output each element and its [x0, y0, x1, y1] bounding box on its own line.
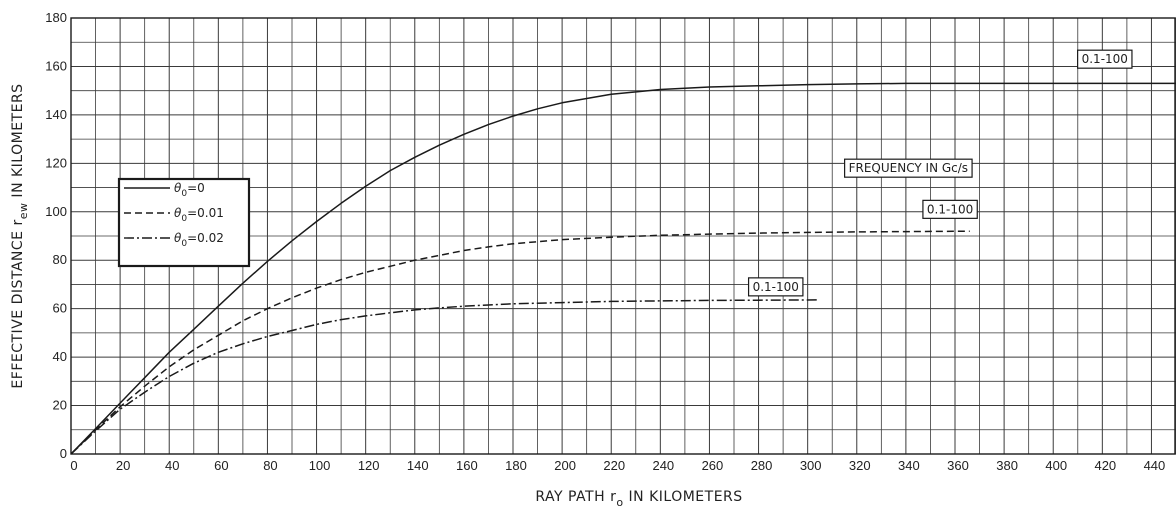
annotation-box-1: [1077, 49, 1133, 69]
annotation-box-4: [844, 158, 973, 178]
x-axis-title: RAY PATH ro IN KILOMETERS: [535, 489, 742, 509]
x-tick-label: 320: [849, 458, 871, 473]
y-axis-title-var: r: [10, 219, 26, 225]
legend-label-3: θ0=0.02: [174, 231, 224, 249]
series-line-2: [70, 230, 970, 455]
y-tick-label: 60: [53, 301, 67, 316]
x-axis-title-var: r: [610, 489, 616, 505]
x-axis-title-main: RAY PATH: [535, 489, 605, 505]
annotation-box-3: [747, 277, 804, 297]
annotation-3: 0.1-100: [747, 277, 804, 297]
y-tick-label: 40: [53, 349, 67, 364]
annotation-2: 0.1-100: [922, 199, 978, 219]
x-tick-label: 80: [263, 458, 277, 473]
x-tick-labels: 0 20 40 60 80 100 120 140 160 180 200 220 240 260 280 3…: [70, 458, 1165, 473]
annotation-text-4: FREQUENCY IN Gc/s: [849, 161, 968, 175]
y-tick-label: 0: [60, 446, 67, 461]
y-tick-label: 180: [45, 10, 67, 25]
x-tick-label: 20: [116, 458, 130, 473]
y-tick-label: 100: [45, 204, 67, 219]
y-tick-label: 160: [45, 58, 67, 73]
annotation-text-2: 0.1-100: [927, 202, 973, 216]
x-tick-label: 40: [165, 458, 179, 473]
x-tick-label: 440: [1144, 458, 1166, 473]
x-tick-label: 300: [800, 458, 822, 473]
x-tick-label: 400: [1045, 458, 1067, 473]
x-tick-label: 220: [603, 458, 625, 473]
y-tick-label: 120: [45, 155, 67, 170]
x-tick-label: 100: [309, 458, 331, 473]
x-tick-label: 60: [214, 458, 228, 473]
y-axis-title-tail: IN KILOMETERS: [10, 83, 26, 197]
grid: [70, 17, 1176, 455]
annotation-1: 0.1-100: [1077, 49, 1133, 69]
annotation-4: FREQUENCY IN Gc/s: [844, 158, 973, 178]
series-line-3: [70, 299, 818, 455]
x-tick-label: 160: [456, 458, 478, 473]
x-tick-label: 240: [652, 458, 674, 473]
x-axis-title-tail: IN KILOMETERS: [629, 489, 743, 505]
x-tick-label: 120: [358, 458, 380, 473]
legend-box: [117, 177, 251, 268]
x-axis-title-sub: o: [616, 496, 623, 509]
legend-label-2: θ0=0.01: [174, 206, 224, 224]
x-tick-label: 180: [505, 458, 527, 473]
series-group: [70, 82, 1176, 455]
annotation-box-2: [922, 199, 978, 219]
plot-frame: [70, 17, 1176, 455]
x-tick-label: 420: [1094, 458, 1116, 473]
y-tick-label: 80: [53, 252, 67, 267]
annotation-text-1: 0.1-100: [1082, 52, 1128, 66]
x-tick-label: 340: [898, 458, 920, 473]
legend: θ0=0 θ0=0.01 θ0=0.02: [117, 177, 251, 268]
legend-label-1: θ0=0: [174, 181, 205, 199]
x-tick-label: 0: [70, 458, 77, 473]
annotation-text-3: 0.1-100: [753, 280, 799, 294]
series-line-1: [70, 82, 1176, 455]
x-tick-label: 280: [751, 458, 773, 473]
x-tick-label: 380: [996, 458, 1018, 473]
x-tick-label: 200: [554, 458, 576, 473]
y-tick-label: 20: [53, 398, 67, 413]
x-tick-label: 260: [702, 458, 724, 473]
y-axis-title-sub: ew: [17, 203, 30, 220]
y-tick-labels: 0 20 40 60 80 100 120 140 160 180: [45, 10, 67, 461]
y-axis-title-main: EFFECTIVE DISTANCE: [10, 231, 26, 389]
y-tick-label: 140: [45, 107, 67, 122]
annotations: 0.1-100 0.1-100 0.1-100 FREQUENCY IN Gc/s: [747, 49, 1133, 297]
y-axis-title: EFFECTIVE DISTANCE rew IN KILOMETERS: [10, 83, 30, 388]
x-tick-label: 140: [407, 458, 429, 473]
x-tick-label: 360: [947, 458, 969, 473]
